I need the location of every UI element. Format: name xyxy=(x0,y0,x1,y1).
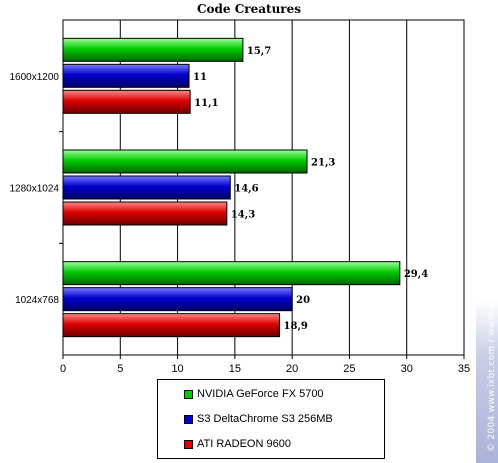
watermark-text: © 2004 www.ixbt.com / www.digit-life.com xyxy=(487,247,497,452)
tick-label-x-4: 20 xyxy=(286,363,298,375)
bar-2-0 xyxy=(62,261,401,286)
data-label-0-0: 15,7 xyxy=(247,46,271,57)
tick-label-x-1: 5 xyxy=(117,363,123,375)
legend-swatch-ati xyxy=(184,439,193,449)
bar-2-2 xyxy=(62,313,281,338)
legend-swatch-s3 xyxy=(184,414,193,424)
data-label-0-2: 11,1 xyxy=(194,98,218,109)
bar-1-0 xyxy=(62,149,308,174)
legend-label-s3: S3 DeltaChrome S3 256MB xyxy=(197,413,333,425)
watermark-band xyxy=(476,300,498,463)
tick-label-x-6: 30 xyxy=(401,363,413,375)
data-label-0-1: 11 xyxy=(193,72,207,83)
data-label-2-2: 18,9 xyxy=(284,321,308,332)
tick-label-x-5: 25 xyxy=(343,363,355,375)
chart-title: Code Creatures xyxy=(197,2,301,16)
legend-item-nvidia: NVIDIA GeForce FX 5700 xyxy=(184,387,324,401)
bar-0-0 xyxy=(62,37,244,62)
bar-1-2 xyxy=(62,201,228,226)
bar-0-2 xyxy=(62,89,191,114)
legend-swatch-nvidia xyxy=(184,389,193,399)
category-label-0: 1600x1200 xyxy=(10,72,60,83)
legend-item-s3: S3 DeltaChrome S3 256MB xyxy=(184,412,333,426)
legend: NVIDIA GeForce FX 5700 S3 DeltaChrome S3… xyxy=(157,379,385,459)
data-label-2-1: 20 xyxy=(296,295,310,306)
data-label-1-1: 14,6 xyxy=(234,184,258,195)
bar-0-1 xyxy=(62,63,190,88)
category-label-2: 1024x768 xyxy=(15,295,59,306)
data-label-2-0: 29,4 xyxy=(404,269,428,280)
tick-label-x-3: 15 xyxy=(229,363,241,375)
tick-label-x-0: 0 xyxy=(60,363,66,375)
bar-1-1 xyxy=(62,175,231,200)
category-label-1: 1280x1024 xyxy=(10,184,60,195)
tick-label-x-2: 10 xyxy=(171,363,183,375)
data-label-1-2: 14,3 xyxy=(231,210,255,221)
bar-2-1 xyxy=(62,287,293,312)
legend-label-ati: ATI RADEON 9600 xyxy=(197,438,291,450)
legend-label-nvidia: NVIDIA GeForce FX 5700 xyxy=(197,388,324,400)
legend-item-ati: ATI RADEON 9600 xyxy=(184,437,291,451)
data-label-1-0: 21,3 xyxy=(311,158,335,169)
tick-label-x-7: 35 xyxy=(458,363,470,375)
